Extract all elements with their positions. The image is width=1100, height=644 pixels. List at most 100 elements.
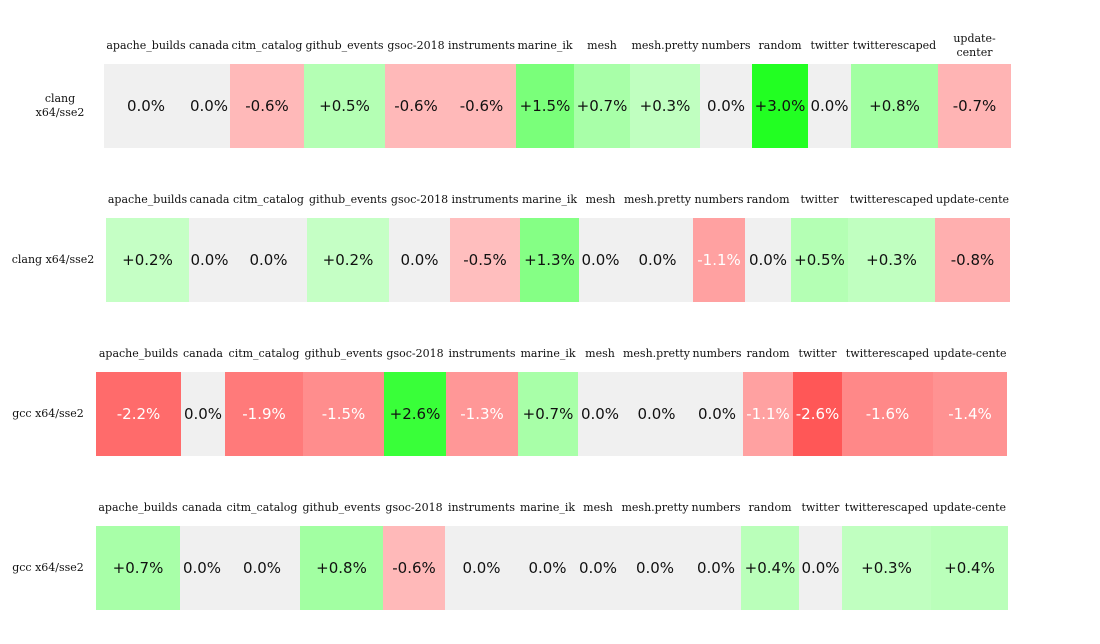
heatmap-cell: -1.1%: [743, 372, 793, 456]
heatmap-cell: -1.9%: [225, 372, 303, 456]
column-label: twitterescaped: [844, 501, 929, 514]
column-label: mesh.pretty: [622, 347, 691, 360]
column-label: github_events: [308, 193, 388, 206]
column-label: numbers: [692, 347, 742, 360]
heatmap-cell: 0.0%: [230, 218, 307, 302]
heatmap-cell: 0.0%: [180, 526, 224, 610]
column-label: random: [758, 39, 802, 52]
column-label: numbers: [701, 39, 751, 52]
heatmap-cell: 0.0%: [691, 372, 743, 456]
column-label: mesh.pretty: [621, 501, 689, 514]
row-label: clang x64/sse2: [35, 92, 85, 119]
row-label: gcc x64/sse2: [12, 561, 84, 574]
heatmap-cell: +2.6%: [384, 372, 446, 456]
heatmap-cell: -1.5%: [303, 372, 384, 456]
column-label: instruments: [448, 347, 516, 360]
column-label: canada: [189, 193, 230, 206]
row-label: clang x64/sse2: [11, 253, 95, 266]
column-label: update-cente: [935, 193, 1010, 206]
column-label: apache_builds: [106, 39, 186, 52]
heatmap-cell: -1.6%: [842, 372, 933, 456]
column-label: numbers: [694, 193, 744, 206]
column-label: citm_catalog: [231, 39, 303, 52]
column-label: github_events: [304, 347, 383, 360]
column-label: twitter: [810, 39, 849, 52]
heatmap-cell: -0.5%: [450, 218, 520, 302]
column-label: instruments: [447, 501, 516, 514]
heatmap-cell: +3.0%: [752, 64, 808, 148]
column-label: canada: [189, 39, 229, 52]
heatmap-cell: 0.0%: [445, 526, 518, 610]
heatmap-cell: 0.0%: [181, 372, 225, 456]
column-label: mesh: [587, 39, 617, 52]
column-label: twitterescaped: [849, 193, 934, 206]
column-label: citm_catalog: [233, 193, 304, 206]
column-label: random: [748, 501, 792, 514]
column-label: marine_ik: [520, 347, 576, 360]
column-label: mesh: [583, 501, 613, 514]
heatmap-cell: +0.3%: [630, 64, 700, 148]
heatmap-cell: +1.5%: [516, 64, 574, 148]
heatmap-cell: 0.0%: [577, 526, 619, 610]
heatmap-cell: 0.0%: [799, 526, 842, 610]
heatmap-cell: -1.4%: [933, 372, 1007, 456]
column-label: github_events: [302, 501, 381, 514]
heatmap-cell: -1.1%: [693, 218, 745, 302]
column-label: twitter: [800, 193, 839, 206]
heatmap-cell: +0.3%: [842, 526, 931, 610]
heatmap-cell: 0.0%: [745, 218, 791, 302]
heatmap-cell: 0.0%: [619, 526, 691, 610]
heatmap-cell: -0.6%: [230, 64, 304, 148]
heatmap-cell: +0.7%: [96, 526, 180, 610]
heatmap-cell: +0.7%: [518, 372, 578, 456]
heatmap-cell: -0.6%: [385, 64, 447, 148]
column-label: gsoc-2018: [386, 347, 444, 360]
column-label: citm_catalog: [228, 347, 300, 360]
heatmap-cell: -2.2%: [96, 372, 181, 456]
column-label: citm_catalog: [226, 501, 298, 514]
column-label: random: [746, 193, 790, 206]
column-label: marine_ik: [517, 39, 573, 52]
column-label: github_events: [305, 39, 384, 52]
column-label: twitter: [801, 501, 840, 514]
column-label: update- center: [953, 32, 996, 59]
heatmap-cell: -0.7%: [938, 64, 1011, 148]
column-label: mesh: [585, 193, 616, 206]
heatmap-cell: +1.3%: [520, 218, 579, 302]
heatmap-cell: +0.8%: [300, 526, 383, 610]
heatmap-panel: gcc x64/sse2 apache_builds +0.7% canada 0.0%…: [0, 490, 1100, 644]
column-label: apache_builds: [98, 347, 179, 360]
heatmap-cell: 0.0%: [622, 218, 693, 302]
heatmap-panel: clang x64/sse2 apache_builds +0.2% canada 0.…: [0, 182, 1100, 336]
column-label: gsoc-2018: [390, 193, 449, 206]
column-label: gsoc-2018: [387, 39, 445, 52]
heatmap-cell: +0.5%: [304, 64, 385, 148]
column-label: twitterescaped: [852, 39, 937, 52]
heatmap-panel: gcc x64/sse2 apache_builds -2.2% canada 0.0%…: [0, 336, 1100, 490]
heatmap-cell: 0.0%: [691, 526, 741, 610]
column-label: twitterescaped: [845, 347, 930, 360]
heatmap-cell: -0.8%: [935, 218, 1010, 302]
heatmap-panel: clang x64/sse2 apache_builds 0.0% canada 0.0…: [0, 28, 1100, 182]
column-label: gsoc-2018: [385, 501, 443, 514]
heatmap-cell: +0.7%: [574, 64, 630, 148]
heatmap-cell: 0.0%: [389, 218, 450, 302]
heatmap-cell: +0.8%: [851, 64, 938, 148]
heatmap-cell: -1.3%: [446, 372, 518, 456]
column-label: mesh: [585, 347, 615, 360]
heatmap-cell: -2.6%: [793, 372, 842, 456]
heatmap-cell: -0.6%: [383, 526, 445, 610]
column-label: canada: [182, 501, 222, 514]
row-label: gcc x64/sse2: [12, 407, 84, 420]
heatmap-cell: 0.0%: [579, 218, 622, 302]
column-label: mesh.pretty: [623, 193, 692, 206]
heatmap-cell: 0.0%: [622, 372, 691, 456]
heatmap-cell: +0.4%: [741, 526, 799, 610]
heatmap-cell: 0.0%: [224, 526, 300, 610]
heatmap-cell: 0.0%: [808, 64, 851, 148]
column-label: twitter: [798, 347, 837, 360]
column-label: update-cente: [932, 501, 1007, 514]
heatmap-cell: 0.0%: [188, 64, 230, 148]
column-label: apache_builds: [107, 193, 188, 206]
heatmap-cell: +0.2%: [106, 218, 189, 302]
